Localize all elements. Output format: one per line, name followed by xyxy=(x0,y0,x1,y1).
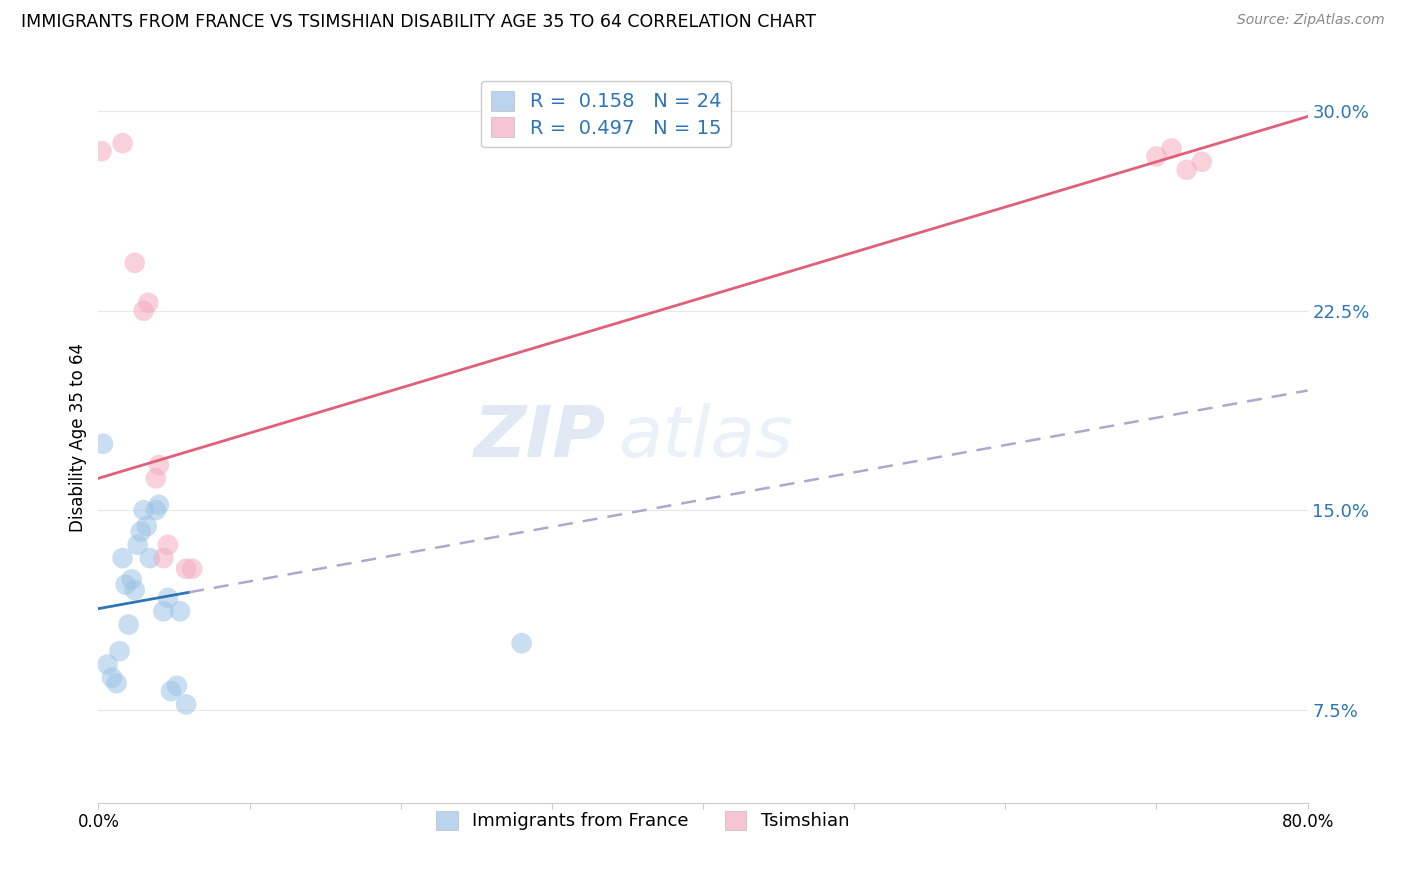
Point xyxy=(174,698,197,712)
Point xyxy=(105,676,128,690)
Point xyxy=(152,604,174,618)
Point xyxy=(139,551,162,566)
Point xyxy=(145,471,167,485)
Point xyxy=(135,519,157,533)
Point xyxy=(152,551,174,566)
Point xyxy=(124,256,146,270)
Y-axis label: Disability Age 35 to 64: Disability Age 35 to 64 xyxy=(69,343,87,532)
Point xyxy=(111,551,134,566)
Text: ZIP: ZIP xyxy=(474,402,606,472)
Point xyxy=(166,679,188,693)
Point xyxy=(124,582,146,597)
Point xyxy=(96,657,118,672)
Point xyxy=(118,617,141,632)
Point xyxy=(90,144,112,158)
Point xyxy=(156,538,179,552)
Legend: Immigrants from France, Tsimshian: Immigrants from France, Tsimshian xyxy=(429,804,856,838)
Point xyxy=(114,577,136,591)
Point xyxy=(1175,162,1198,177)
Point xyxy=(132,303,155,318)
Point xyxy=(156,591,179,605)
Point xyxy=(132,503,155,517)
Point xyxy=(1191,154,1213,169)
Point xyxy=(148,458,170,472)
Point xyxy=(510,636,533,650)
Point xyxy=(101,671,124,685)
Text: IMMIGRANTS FROM FRANCE VS TSIMSHIAN DISABILITY AGE 35 TO 64 CORRELATION CHART: IMMIGRANTS FROM FRANCE VS TSIMSHIAN DISA… xyxy=(21,13,815,31)
Point xyxy=(145,503,167,517)
Point xyxy=(160,684,183,698)
Point xyxy=(91,436,114,450)
Point xyxy=(1144,149,1167,163)
Text: Source: ZipAtlas.com: Source: ZipAtlas.com xyxy=(1237,13,1385,28)
Text: atlas: atlas xyxy=(619,402,793,472)
Point xyxy=(174,562,197,576)
Point xyxy=(108,644,131,658)
Point xyxy=(129,524,152,539)
Point xyxy=(136,295,159,310)
Point xyxy=(148,498,170,512)
Point xyxy=(169,604,191,618)
Point xyxy=(181,562,204,576)
Point xyxy=(111,136,134,151)
Point xyxy=(121,573,143,587)
Point xyxy=(127,538,149,552)
Point xyxy=(1160,141,1182,155)
